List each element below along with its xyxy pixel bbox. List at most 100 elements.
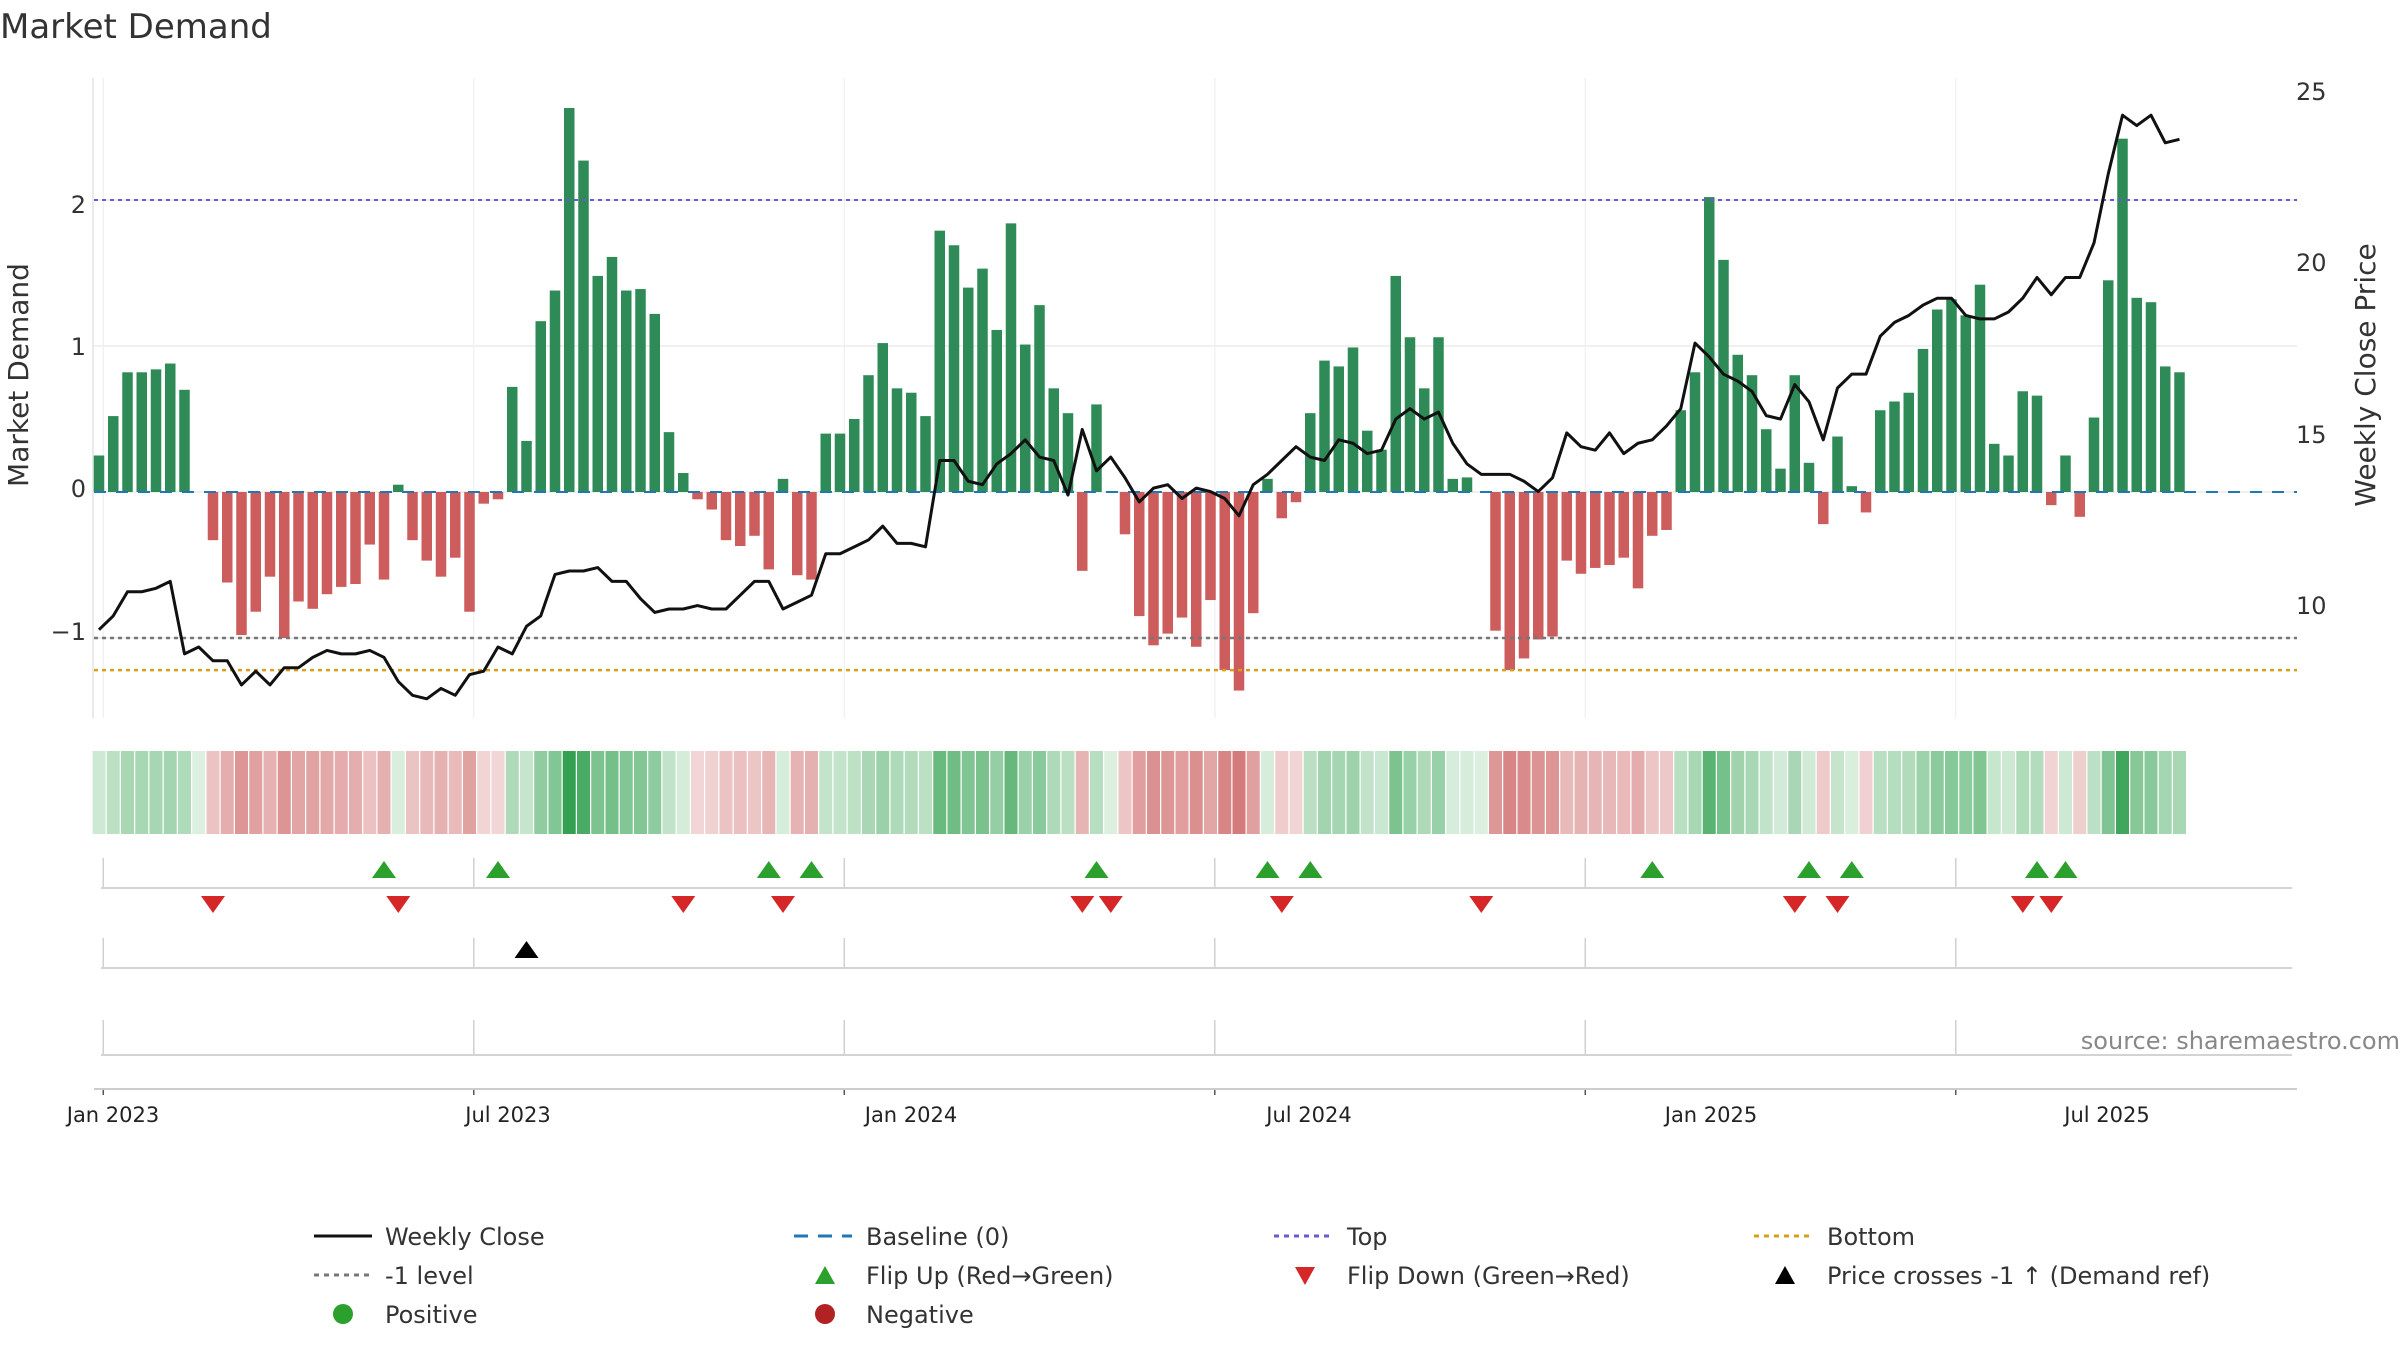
flip-up-marker (372, 861, 396, 878)
heat-cell (1816, 751, 1830, 834)
heat-cell (1446, 751, 1460, 834)
legend-price-cross-icon (1775, 1266, 1795, 1284)
negative-bar (1077, 492, 1088, 571)
signal-panels (94, 887, 2297, 1090)
heat-cell (1118, 751, 1132, 834)
heat-cell (805, 751, 818, 834)
legend-negative-icon (815, 1304, 835, 1324)
heat-cell (277, 751, 291, 834)
positive-bar (2088, 417, 2100, 492)
positive-bar (920, 416, 931, 492)
flip-up-marker (799, 861, 824, 878)
positive-bar (1746, 375, 1758, 492)
flip-up-marker (1640, 861, 1665, 878)
positive-bar (678, 473, 689, 492)
positive-bar (1305, 413, 1316, 492)
flip-down-marker (771, 896, 795, 913)
negative-bar (1490, 492, 1501, 631)
flip-up-marker (2025, 861, 2049, 878)
legend-flip-up-icon (815, 1266, 835, 1284)
heat-cell (2059, 751, 2072, 834)
heat-cell (2073, 751, 2087, 834)
heat-cell (1161, 751, 1175, 834)
heat-cell (1175, 751, 1189, 834)
flip-down-marker (1782, 896, 1807, 913)
positive-bar (820, 433, 831, 492)
positive-bar (849, 419, 860, 492)
flip-up-marker (486, 861, 510, 878)
positive-bar (2160, 366, 2171, 492)
positive-bar (649, 313, 660, 492)
negative-bar (1119, 492, 1131, 535)
heat-cell (491, 751, 505, 834)
heat-cell (2044, 751, 2058, 834)
positive-bar (963, 287, 974, 492)
heat-cell (1873, 751, 1887, 834)
heat-cell (1859, 751, 1873, 834)
negative-bar (1618, 492, 1629, 558)
positive-bar (1761, 429, 1772, 492)
heat-cell (477, 751, 491, 834)
negative-bar (407, 492, 418, 541)
heat-cell (2116, 751, 2129, 834)
negative-bar (336, 492, 347, 587)
negative-bar (450, 492, 461, 558)
flip-down-marker (671, 896, 696, 913)
negative-bar (364, 492, 375, 545)
heat-cell (1930, 751, 1944, 834)
flip-down-marker (2039, 896, 2064, 913)
heat-cell (2002, 751, 2015, 834)
negative-bar (1632, 492, 1644, 589)
negative-bar (1504, 492, 1515, 671)
heat-cell (434, 751, 448, 834)
heat-cell (1916, 751, 1930, 834)
negative-bar (1590, 492, 1601, 568)
legend-level-label: -1 level (385, 1262, 474, 1290)
heat-cell (1731, 751, 1745, 834)
legend-weekly-close-label: Weekly Close (385, 1223, 545, 1251)
heat-cell (1603, 751, 1616, 834)
positive-bar (2060, 455, 2071, 492)
negative-bar (706, 492, 717, 510)
demand-bars (93, 108, 2185, 691)
positive-bar (1903, 392, 1914, 492)
heat-cell (733, 751, 747, 834)
heat-cell (1332, 751, 1346, 834)
heat-cell (748, 751, 761, 834)
heat-cell (1318, 751, 1331, 834)
heat-cell (505, 751, 519, 834)
negative-bar (1134, 492, 1145, 617)
positive-bar (1362, 430, 1373, 492)
heat-cell (919, 751, 932, 834)
heat-cell (1232, 751, 1246, 834)
positive-bar (122, 372, 133, 492)
heat-cell (933, 751, 947, 834)
negative-bar (692, 492, 703, 500)
legend-flip-up-label: Flip Up (Red→Green) (866, 1262, 1114, 1290)
heat-cell (819, 751, 833, 834)
heat-cell (334, 751, 348, 834)
x-tick-label: Jul 2025 (2062, 1103, 2149, 1127)
negative-bar (478, 492, 489, 504)
heat-cell (1204, 751, 1217, 834)
flip-down-marker (386, 896, 411, 913)
positive-bar (136, 372, 147, 492)
positive-bar (906, 392, 917, 492)
heat-cell (349, 751, 362, 834)
heat-cell (548, 751, 562, 834)
heat-cell (2101, 751, 2115, 834)
negative-bar (1818, 492, 1829, 525)
positive-bar (1675, 410, 1686, 492)
positive-bar (1048, 388, 1059, 492)
heat-cell (106, 751, 120, 834)
positive-bar (2003, 455, 2014, 492)
legend-top-label: Top (1346, 1223, 1388, 1251)
heat-cell (235, 751, 248, 834)
heat-cell (648, 751, 662, 834)
heat-cell (1474, 751, 1488, 834)
heat-cell (634, 751, 647, 834)
heat-cell (1902, 751, 1916, 834)
negative-bar (1191, 492, 1202, 647)
negative-bar (2074, 492, 2085, 517)
positive-bar (393, 484, 404, 492)
